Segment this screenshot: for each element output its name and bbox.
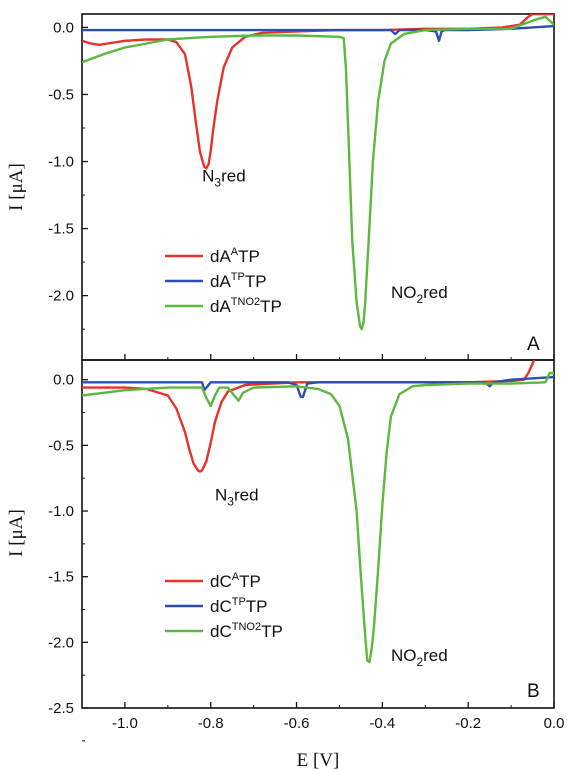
- legend-label-a-3: dATNO2TP: [210, 296, 282, 316]
- y-tick-label-a: 0.0: [53, 19, 74, 36]
- x-tick-label: -1.0: [112, 715, 138, 732]
- y-tick-label-a: -1.5: [48, 221, 74, 238]
- y-tick-label-b: -2.0: [48, 634, 74, 651]
- peak-annotation-b-1: N3red: [215, 486, 259, 509]
- y-tick-label-b: -0.5: [48, 437, 74, 454]
- peak-annotation-a-2: NO2red: [391, 283, 448, 306]
- x-tick-label: -0.2: [455, 715, 481, 732]
- x-tick-label: -0.4: [369, 715, 395, 732]
- y-tick-label-a: -1.0: [48, 154, 74, 171]
- y-tick-label-b: -1.0: [48, 503, 74, 520]
- x-axis-label: E [V]: [297, 750, 340, 771]
- panel-a-label: A: [527, 334, 540, 355]
- series-line-a-3: [82, 15, 554, 331]
- x-tick-label: -0.8: [198, 715, 224, 732]
- peak-annotation-b-2: NO2red: [391, 646, 448, 669]
- series-line-b-2: [82, 375, 554, 398]
- x-tick-label: -0.6: [284, 715, 310, 732]
- series-line-b-3: [82, 371, 554, 664]
- panel-a-frame: [81, 13, 555, 361]
- y-tick-label-b: 0.0: [53, 372, 74, 389]
- y-tick-label-a: -0.5: [48, 86, 74, 103]
- y-tick-label-a: -2.0: [48, 288, 74, 305]
- peak-annotation-a-1: N3red: [202, 167, 246, 190]
- series-line-b-1: [82, 360, 536, 473]
- panel-b-frame: [81, 359, 555, 709]
- legend-label-a-2: dATPTP: [210, 271, 267, 291]
- y-axis-label-b: I [μA]: [6, 509, 27, 557]
- panel-b-label: B: [527, 681, 540, 702]
- y-tick-label-b: -2.5: [48, 700, 74, 717]
- x-tick-label: 0.0: [544, 715, 565, 732]
- legend-label-b-1: dCATP: [210, 571, 261, 591]
- legend-label-b-2: dCTPTP: [210, 596, 268, 616]
- y-tick-label-b: -1.5: [48, 569, 74, 586]
- legend-label-b-3: dCTNO2TP: [210, 621, 283, 641]
- legend-label-a-1: dAATP: [210, 246, 260, 266]
- y-axis-label-a: I [μA]: [6, 163, 27, 211]
